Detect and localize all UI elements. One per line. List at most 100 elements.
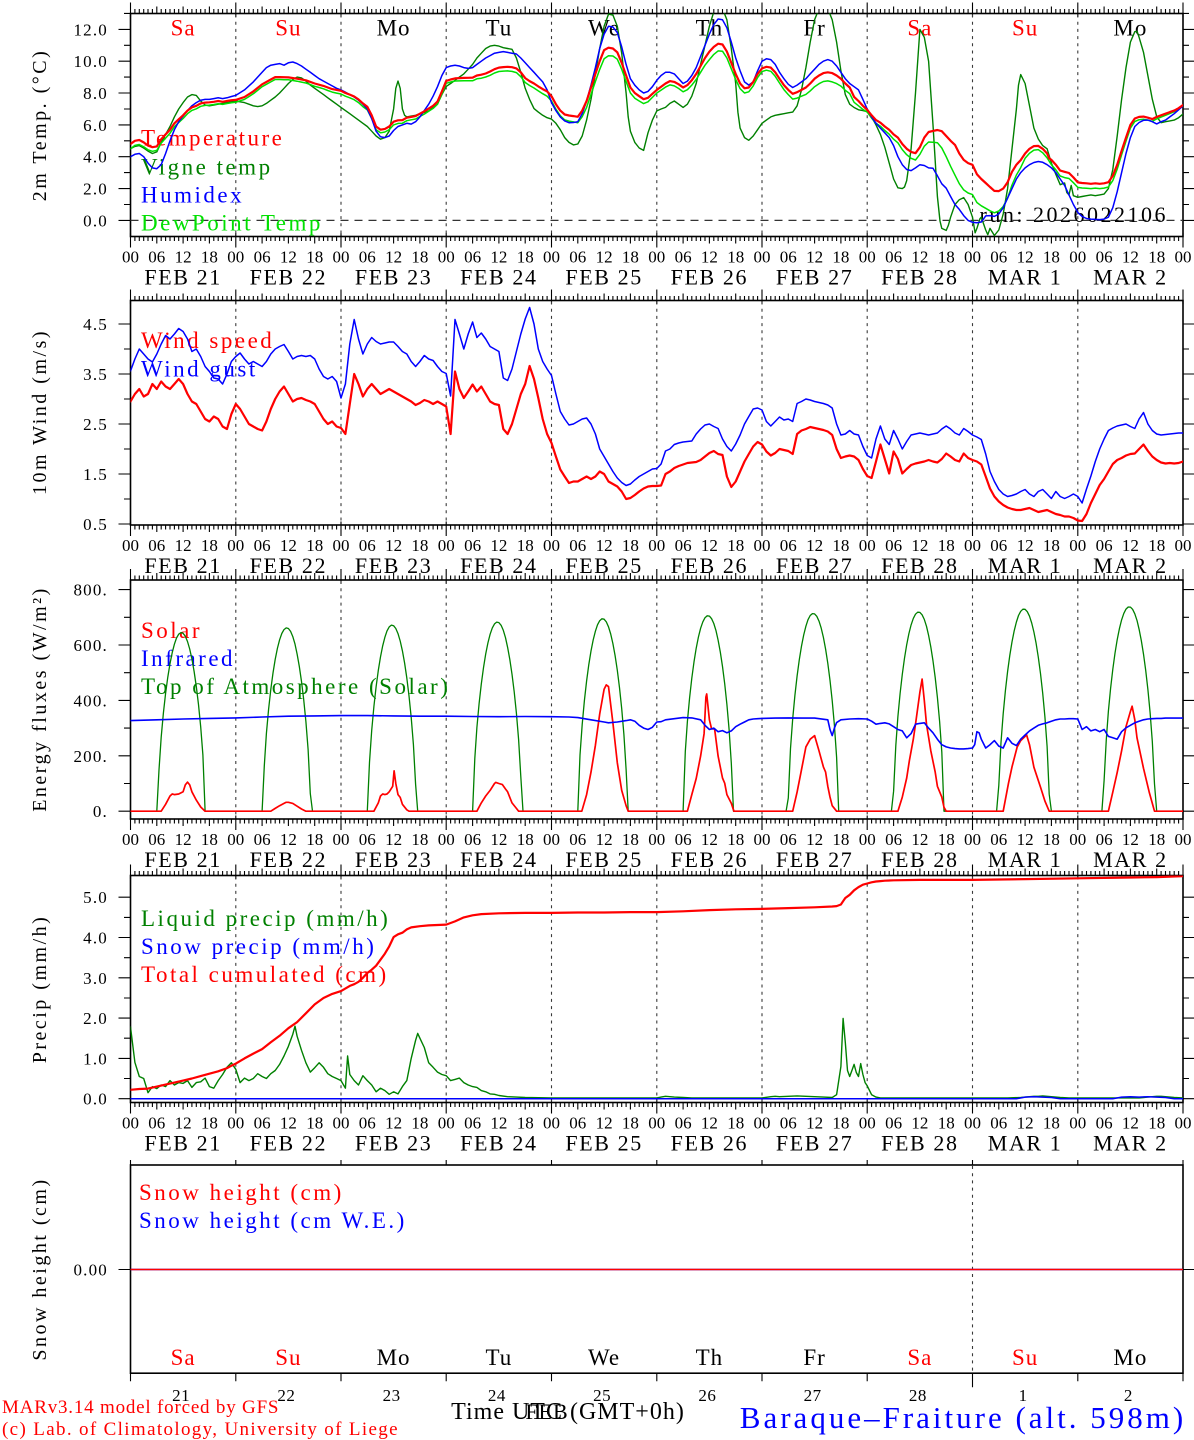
svg-text:1: 1 bbox=[1019, 1386, 1028, 1405]
svg-text:5.0: 5.0 bbox=[83, 888, 108, 907]
svg-text:18: 18 bbox=[306, 536, 323, 555]
svg-text:Wind gust: Wind gust bbox=[141, 357, 258, 382]
svg-text:18: 18 bbox=[832, 830, 849, 849]
svg-text:MAR 1: MAR 1 bbox=[988, 553, 1063, 578]
svg-text:18: 18 bbox=[727, 536, 744, 555]
svg-text:18: 18 bbox=[517, 536, 534, 555]
svg-text:18: 18 bbox=[622, 1114, 639, 1133]
svg-text:00: 00 bbox=[227, 1114, 244, 1133]
svg-text:06: 06 bbox=[990, 1114, 1007, 1133]
svg-text:00: 00 bbox=[122, 1114, 139, 1133]
svg-text:06: 06 bbox=[359, 830, 376, 849]
svg-text:12: 12 bbox=[1017, 248, 1034, 267]
svg-text:4.0: 4.0 bbox=[83, 148, 108, 167]
svg-text:00: 00 bbox=[333, 536, 350, 555]
svg-text:06: 06 bbox=[254, 536, 271, 555]
svg-text:2: 2 bbox=[1124, 1386, 1133, 1405]
svg-text:10.0: 10.0 bbox=[73, 52, 108, 71]
svg-text:12: 12 bbox=[596, 1114, 613, 1133]
svg-text:18: 18 bbox=[832, 248, 849, 267]
svg-text:06: 06 bbox=[675, 830, 692, 849]
svg-text:18: 18 bbox=[411, 248, 428, 267]
svg-text:12: 12 bbox=[1122, 830, 1139, 849]
svg-text:Precip (mm/h): Precip (mm/h) bbox=[29, 915, 51, 1064]
svg-text:00: 00 bbox=[1069, 1114, 1086, 1133]
svg-text:3.0: 3.0 bbox=[83, 969, 108, 988]
svg-text:800.: 800. bbox=[73, 581, 108, 600]
svg-text:18: 18 bbox=[727, 1114, 744, 1133]
svg-text:FEB 26: FEB 26 bbox=[671, 1131, 748, 1156]
svg-text:FEB 24: FEB 24 bbox=[460, 265, 537, 290]
svg-text:run: 2026022106: run: 2026022106 bbox=[980, 202, 1168, 227]
svg-text:18: 18 bbox=[1043, 248, 1060, 267]
svg-text:FEB 26: FEB 26 bbox=[671, 847, 748, 872]
svg-text:FEB 26: FEB 26 bbox=[671, 265, 748, 290]
svg-text:400.: 400. bbox=[73, 691, 108, 710]
svg-text:18: 18 bbox=[938, 830, 955, 849]
svg-text:18: 18 bbox=[306, 1114, 323, 1133]
svg-text:06: 06 bbox=[885, 536, 902, 555]
svg-text:00: 00 bbox=[227, 248, 244, 267]
svg-text:Sa: Sa bbox=[171, 16, 196, 41]
svg-text:18: 18 bbox=[727, 830, 744, 849]
svg-text:Tu: Tu bbox=[486, 16, 513, 41]
svg-text:MAR 1: MAR 1 bbox=[988, 265, 1063, 290]
svg-text:FEB 22: FEB 22 bbox=[250, 1131, 327, 1156]
svg-text:06: 06 bbox=[464, 248, 481, 267]
svg-text:12: 12 bbox=[175, 248, 192, 267]
svg-text:18: 18 bbox=[517, 830, 534, 849]
svg-text:00: 00 bbox=[648, 248, 665, 267]
svg-text:12: 12 bbox=[1017, 536, 1034, 555]
svg-text:18: 18 bbox=[201, 248, 218, 267]
svg-text:18: 18 bbox=[201, 1114, 218, 1133]
svg-text:06: 06 bbox=[254, 830, 271, 849]
svg-text:1.0: 1.0 bbox=[83, 1049, 108, 1068]
svg-text:FEB: FEB bbox=[525, 1399, 568, 1424]
svg-text:Su: Su bbox=[1012, 1345, 1038, 1370]
svg-text:00: 00 bbox=[227, 536, 244, 555]
svg-text:12: 12 bbox=[1122, 1114, 1139, 1133]
svg-text:MARv3.14 model forced by GFS: MARv3.14 model forced by GFS bbox=[2, 1397, 279, 1418]
svg-text:18: 18 bbox=[1043, 830, 1060, 849]
svg-text:06: 06 bbox=[675, 248, 692, 267]
svg-text:06: 06 bbox=[780, 1114, 797, 1133]
svg-text:FEB 24: FEB 24 bbox=[460, 1131, 537, 1156]
svg-text:25: 25 bbox=[593, 1386, 611, 1405]
svg-text:27: 27 bbox=[804, 1386, 822, 1405]
svg-text:12: 12 bbox=[280, 248, 297, 267]
svg-text:MAR 2: MAR 2 bbox=[1093, 1131, 1168, 1156]
svg-text:Tu: Tu bbox=[486, 1345, 513, 1370]
svg-text:12: 12 bbox=[280, 830, 297, 849]
svg-text:Sa: Sa bbox=[907, 1345, 932, 1370]
svg-text:12: 12 bbox=[596, 248, 613, 267]
svg-text:12: 12 bbox=[385, 536, 402, 555]
svg-text:00: 00 bbox=[1069, 536, 1086, 555]
svg-text:00: 00 bbox=[648, 1114, 665, 1133]
svg-text:06: 06 bbox=[1096, 248, 1113, 267]
svg-text:00: 00 bbox=[333, 248, 350, 267]
svg-text:200.: 200. bbox=[73, 747, 108, 766]
svg-text:Mo: Mo bbox=[1113, 16, 1147, 41]
svg-text:18: 18 bbox=[938, 536, 955, 555]
svg-text:00: 00 bbox=[754, 1114, 771, 1133]
svg-text:00: 00 bbox=[543, 248, 560, 267]
svg-text:12: 12 bbox=[911, 536, 928, 555]
svg-text:21: 21 bbox=[172, 1386, 190, 1405]
svg-text:Humidex: Humidex bbox=[141, 183, 244, 208]
svg-text:FEB 27: FEB 27 bbox=[776, 265, 853, 290]
svg-text:00: 00 bbox=[964, 830, 981, 849]
svg-text:00: 00 bbox=[438, 536, 455, 555]
svg-text:18: 18 bbox=[938, 248, 955, 267]
svg-text:06: 06 bbox=[990, 536, 1007, 555]
svg-text:12: 12 bbox=[175, 536, 192, 555]
svg-text:Total cumulated (cm): Total cumulated (cm) bbox=[141, 962, 389, 987]
svg-text:12: 12 bbox=[1017, 1114, 1034, 1133]
svg-text:18: 18 bbox=[622, 536, 639, 555]
svg-text:00: 00 bbox=[754, 830, 771, 849]
svg-text:Infrared: Infrared bbox=[141, 646, 235, 671]
svg-text:18: 18 bbox=[832, 536, 849, 555]
svg-text:12: 12 bbox=[596, 830, 613, 849]
svg-text:18: 18 bbox=[1148, 536, 1165, 555]
svg-text:12: 12 bbox=[1122, 536, 1139, 555]
svg-text:FEB 22: FEB 22 bbox=[250, 847, 327, 872]
